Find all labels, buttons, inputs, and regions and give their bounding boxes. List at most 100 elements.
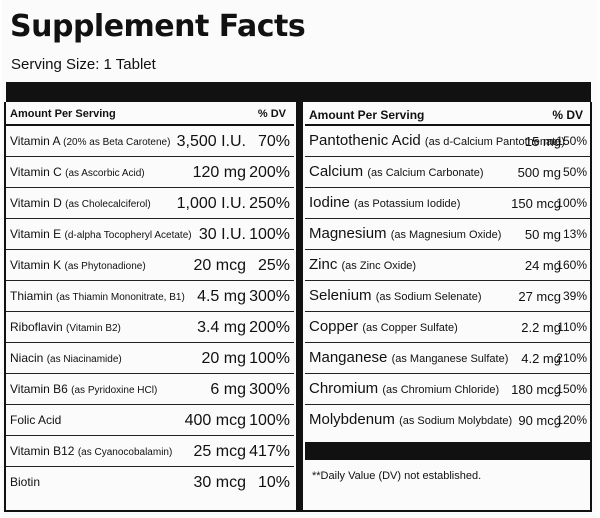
nutrient-main-name: Vitamin B6 [10,382,68,396]
nutrient-row: Copper (as Copper Sulfate) 2.2 mg 110% [305,312,591,343]
amount-per-serving-heading: Amount Per Serving [10,108,116,120]
nutrient-main-name: Magnesium [309,225,387,242]
nutrient-name: Iodine (as Potassium Iodide) [309,194,460,211]
nutrient-amount: 24 mg [524,258,561,273]
nutrient-source: (d-alpha Tocopheryl Acetate) [64,230,192,241]
nutrient-row: Selenium (as Sodium Selenate) 27 mcg 39% [305,281,591,312]
nutrient-amount: 500 mg [517,165,561,180]
nutrient-source: (as Cholecalciferol) [65,199,151,210]
nutrient-amount: 15 mg [524,134,561,149]
nutrient-amount: 3,500 I.U. [176,133,246,150]
nutrient-row: Iodine (as Potassium Iodide) 150 mcg 100% [305,188,591,219]
nutrient-row: Vitamin B12 (as Cyanocobalamin) 25 mcg 417… [6,436,294,467]
nutrient-main-name: Chromium [309,380,379,397]
nutrient-source: (as Manganese Sulfate) [391,353,509,365]
nutrient-main-name: Selenium [309,287,372,304]
nutrient-source: (as Ascorbic Acid) [65,168,145,179]
nutrient-main-name: Niacin [10,351,44,365]
nutrient-main-name: Vitamin K [10,258,62,272]
nutrient-amount: 3.4 mg [197,319,246,336]
nutrient-main-name: Vitamin B12 [10,444,75,458]
nutrient-source: (as Pyridoxine HCl) [71,385,158,396]
nutrient-main-name: Vitamin D [10,196,62,210]
nutrient-row: Thiamin (as Thiamin Mononitrate, B1) 4.5 … [6,281,294,312]
nutrient-dv: 200% [249,164,290,181]
nutrient-name: Vitamin D (as Cholecalciferol) [10,196,151,210]
column-header: Amount Per Serving % DV [6,102,294,126]
nutrient-name: Selenium (as Sodium Selenate) [309,287,482,304]
nutrient-row: Folic Acid 400 mcg 100% [6,405,294,436]
nutrient-name: Zinc (as Zinc Oxide) [309,256,416,273]
nutrient-dv: 200% [249,319,290,336]
nutrient-dv: 120% [556,413,587,427]
nutrient-source: (as Niacinamide) [46,354,122,365]
nutrient-main-name: Manganese [309,349,388,366]
nutrient-row: Riboflavin (Vitamin B2) 3.4 mg 200% [6,312,294,343]
nutrient-source: (as Cyanocobalamin) [77,447,173,458]
nutrient-amount: 4.5 mg [197,288,246,305]
left-border [4,102,6,512]
nutrient-dv: 70% [257,133,290,150]
nutrient-row: Vitamin B6 (as Pyridoxine HCl) 6 mg 300% [6,374,294,405]
footnote: **Daily Value (DV) not established. [312,470,482,482]
nutrient-amount: 90 mcg [518,413,561,428]
nutrient-amount: 150 mcg [511,196,561,211]
nutrient-row: Zinc (as Zinc Oxide) 24 mg 160% [305,250,591,281]
nutrient-row: Biotin 30 mcg 10% [6,467,294,498]
nutrient-dv: 210% [556,351,587,365]
nutrient-main-name: Vitamin E [10,227,62,241]
nutrient-main-name: Riboflavin [10,320,63,334]
nutrient-source: (as Thiamin Mononitrate, B1) [56,292,185,303]
nutrient-dv: 150% [556,382,587,396]
nutrient-name: Niacin (as Niacinamide) [10,351,122,365]
nutrient-main-name: Iodine [309,194,350,211]
nutrient-amount: 2.2 mg [521,320,561,335]
nutrient-row: Manganese (as Manganese Sulfate) 4.2 mg 21… [305,343,591,374]
nutrient-amount: 50 mg [524,227,561,242]
nutrient-name: Folic Acid [10,413,61,427]
nutrient-row: Niacin (as Niacinamide) 20 mg 100% [6,343,294,374]
serving-size: Serving Size: 1 Tablet [11,56,156,73]
nutrient-amount: 20 mcg [193,257,246,274]
nutrient-main-name: Folic Acid [10,413,62,427]
nutrient-dv: 100% [249,226,290,243]
nutrient-dv: 100% [249,412,290,429]
dv-heading: % DV [552,108,583,122]
nutrient-source: (as Phytonadione) [64,261,146,272]
nutrient-row: Chromium (as Chromium Chloride) 180 mcg 15… [305,374,591,405]
nutrient-amount: 1,000 I.U. [176,195,246,212]
nutrient-row: Magnesium (as Magnesium Oxide) 50 mg 13% [305,219,591,250]
nutrient-amount: 120 mg [192,164,246,181]
column-header: Amount Per Serving % DV [305,102,591,126]
nutrient-dv: 25% [257,257,290,274]
nutrient-amount: 25 mcg [193,443,246,460]
nutrient-amount: 6 mg [210,381,246,398]
nutrient-name: Vitamin C (as Ascorbic Acid) [10,165,145,179]
nutrient-amount: 30 I.U. [198,226,246,243]
nutrient-row: Vitamin K (as Phytonadione) 20 mcg 25% [6,250,294,281]
right-border [590,102,592,512]
nutrient-amount: 27 mcg [518,289,561,304]
nutrient-main-name: Copper [309,318,359,335]
footer-bar [305,442,591,460]
nutrient-main-name: Biotin [10,475,41,489]
nutrient-row: Vitamin E (d-alpha Tocopheryl Acetate) 30… [6,219,294,250]
nutrient-row: Vitamin C (as Ascorbic Acid) 120 mg 200% [6,157,294,188]
nutrient-main-name: Vitamin A [10,134,60,148]
label-title: Supplement Facts [10,9,306,44]
nutrient-main-name: Zinc [309,256,338,273]
nutrient-column-left: Amount Per Serving % DV Vitamin A (20% a… [6,102,294,498]
nutrient-column-right: Amount Per Serving % DV Pantothenic Acid… [305,102,591,436]
nutrient-row: Molybdenum (as Sodium Molybdate) 90 mcg 12… [305,405,591,436]
header-bar [6,82,591,102]
nutrient-source: (as Chromium Chloride) [382,384,500,396]
nutrient-row: Pantothenic Acid (as d-Calcium Pantothen… [305,126,591,157]
nutrient-dv: 50% [562,165,587,179]
nutrient-source: (as Zinc Oxide) [341,260,417,272]
nutrient-source: (as Copper Sulfate) [362,322,458,334]
nutrient-name: Biotin [10,475,40,489]
nutrient-amount: 20 mg [201,350,246,367]
nutrient-dv: 39% [562,289,587,303]
nutrient-name: Vitamin E (d-alpha Tocopheryl Acetate) [10,227,192,241]
bottom-border [4,510,592,512]
